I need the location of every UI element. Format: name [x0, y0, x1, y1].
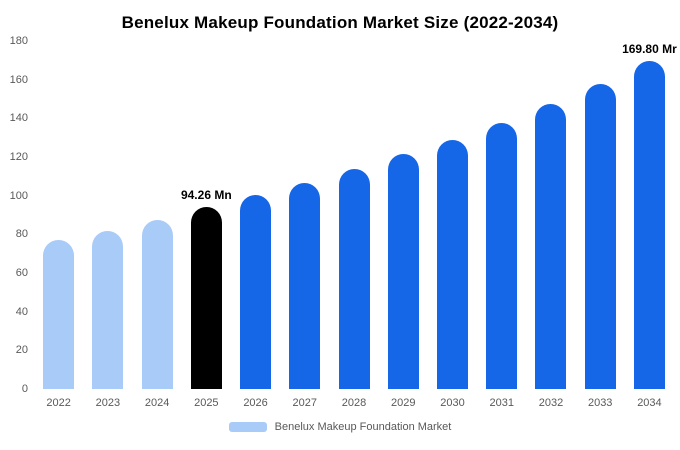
bar-2027 — [289, 183, 321, 389]
y-axis-tick-label: 140 — [9, 112, 28, 125]
bar-2024 — [141, 219, 173, 389]
plot-area: 2022 2023 2024 94.26 Mn 2025 2026 2027 2028 2029… — [34, 41, 677, 409]
legend-label: Benelux Makeup Foundation Market — [274, 421, 452, 433]
y-axis-tick-label: 120 — [9, 151, 28, 163]
bar-column: 2029 — [379, 41, 428, 409]
bar-track — [329, 41, 378, 389]
y-axis-tick-label: 160 — [9, 73, 28, 86]
x-axis-label: 2031 — [489, 397, 514, 409]
bar-column: 2022 — [34, 41, 83, 409]
bar-column: 2023 — [83, 41, 132, 409]
bar-column: 2032 — [526, 41, 575, 409]
y-axis-tick-label: 180 — [9, 35, 28, 47]
bar-column: 2033 — [576, 41, 625, 409]
bar-2030 — [436, 139, 468, 389]
bar-value-label: 94.26 Mn — [180, 187, 232, 202]
y-axis: 0 20 40 60 80 100 120 140 160 180 — [0, 35, 34, 395]
y-axis-tick-label: 0 — [21, 383, 28, 395]
bar-column: 169.80 Mr 2034 — [622, 41, 677, 409]
x-axis-label: 2022 — [46, 397, 71, 409]
bar-2034: 169.80 Mr — [622, 42, 677, 389]
x-axis-label: 2033 — [587, 397, 613, 409]
bar-track — [477, 41, 526, 389]
bar-track — [280, 41, 329, 389]
bar-2023 — [92, 231, 124, 389]
bar-track — [576, 41, 625, 389]
x-axis-label: 2030 — [440, 397, 465, 409]
x-axis-label: 2028 — [341, 397, 367, 409]
bar-2032 — [535, 104, 567, 389]
bar-2029 — [387, 154, 419, 389]
bar-track: 169.80 Mr — [622, 41, 677, 389]
y-axis-tick-label: 100 — [9, 189, 28, 202]
x-axis-label: 2034 — [637, 397, 662, 409]
y-axis-tick-label: 80 — [15, 228, 28, 241]
bar-2033 — [584, 83, 616, 389]
x-axis-label: 2027 — [292, 397, 318, 409]
bar-track — [428, 41, 477, 389]
legend-swatch — [228, 422, 267, 432]
bar-track — [132, 41, 181, 389]
y-axis-tick-label: 60 — [15, 267, 28, 279]
bar-chart: 0 20 40 60 80 100 120 140 160 180 2022 2023 2024 94.… — [0, 35, 680, 409]
x-axis-label: 2032 — [538, 397, 564, 409]
bar-track — [83, 41, 132, 389]
bar-track — [526, 41, 575, 389]
bar-column: 94.26 Mn 2025 — [181, 41, 232, 409]
bar-2026 — [240, 195, 272, 389]
bar-column: 2026 — [231, 41, 280, 409]
bar-2022 — [43, 240, 75, 389]
bar-2025: 94.26 Mn — [181, 188, 232, 389]
y-axis-tick-label: 20 — [15, 344, 28, 357]
bar-2031 — [486, 122, 518, 389]
bar-column: 2031 — [477, 41, 526, 409]
x-axis-label: 2023 — [95, 397, 121, 409]
bar-value-label: 169.80 Mr — [622, 41, 677, 56]
bar-column: 2030 — [428, 41, 477, 409]
x-axis-label: 2024 — [144, 397, 170, 409]
x-axis-label: 2025 — [194, 397, 219, 409]
y-axis-tick-label: 40 — [15, 305, 28, 318]
bar-track: 94.26 Mn — [181, 41, 232, 389]
bar-track — [379, 41, 428, 389]
bar-track — [231, 41, 280, 389]
bar-2028 — [338, 169, 370, 389]
x-axis-label: 2029 — [391, 397, 416, 409]
chart-title: Benelux Makeup Foundation Market Size (2… — [121, 13, 559, 32]
x-axis-label: 2026 — [243, 397, 268, 409]
bar-column: 2024 — [132, 41, 181, 409]
bar-track — [34, 41, 83, 389]
bar-column: 2028 — [329, 41, 378, 409]
bar-column: 2027 — [280, 41, 329, 409]
legend: Benelux Makeup Foundation Market — [0, 421, 680, 433]
